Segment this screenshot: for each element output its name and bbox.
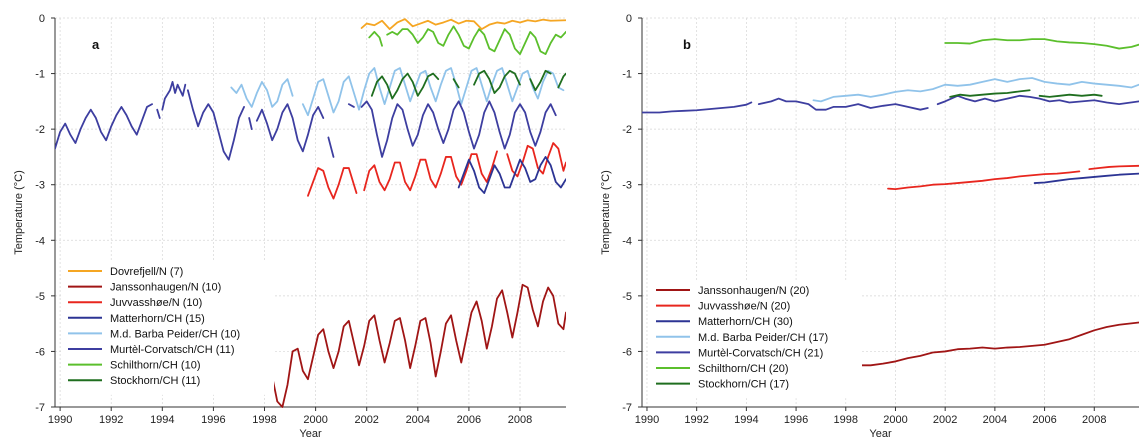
panel-a-legend-label-2: Juvvasshøe/N (10) bbox=[110, 297, 202, 309]
panel-b-legend-label-4: Murtèl-Corvatsch/CH (21) bbox=[698, 347, 823, 359]
panel-a-y-axis-title: Temperature (°C) bbox=[13, 170, 25, 254]
panel-a-x-tick-label-0: 1990 bbox=[48, 414, 72, 426]
panel-b-y-tick-label-3: -3 bbox=[622, 180, 632, 192]
panel-b-x-tick-label-2: 1994 bbox=[734, 414, 758, 426]
panel-a-legend-label-5: Murtèl-Corvatsch/CH (11) bbox=[110, 344, 235, 356]
panel-a-legend-label-0: Dovrefjell/N (7) bbox=[110, 266, 183, 278]
panel-a-series-5-segment-8 bbox=[360, 100, 557, 158]
panel-a-y-tick-label-7: -7 bbox=[35, 402, 45, 414]
panel-b-x-tick-label-8: 2006 bbox=[1032, 414, 1056, 426]
panel-a-series-4-segment-0 bbox=[230, 78, 294, 108]
panel-b-series-2-segment-0 bbox=[1033, 172, 1139, 184]
panel-a-legend-label-7: Stockhorn/CH (11) bbox=[110, 375, 200, 387]
panel-b-x-tick-label-6: 2002 bbox=[933, 414, 957, 426]
panel-b-y-tick-label-5: -5 bbox=[622, 291, 632, 303]
panel-a-series-5-segment-4 bbox=[248, 117, 253, 131]
panel-b-x-tick-label-5: 2000 bbox=[883, 414, 907, 426]
chart-panel-b: 1990 1992 1994 1996 1998 2000 2002 2004 2006 2008… bbox=[600, 13, 1139, 440]
panel-a-legend-label-6: Schilthorn/CH (10) bbox=[110, 360, 200, 372]
panel-a-series-2-segment-2 bbox=[506, 142, 566, 178]
panel-b-y-tick-label-2: -2 bbox=[622, 124, 632, 136]
panel-b-y-tick-label-4: -4 bbox=[622, 235, 632, 247]
panel-b-x-tick-label-7: 2004 bbox=[983, 414, 1007, 426]
panel-a-series-5-segment-0 bbox=[55, 103, 153, 150]
panel-a-series-0-segment-0 bbox=[360, 18, 566, 31]
panel-b-legend-label-2: Matterhorn/CH (30) bbox=[698, 316, 793, 328]
panel-a-legend-label-3: Matterhorn/CH (15) bbox=[110, 313, 205, 325]
chart-panel-a: 1990 1992 1994 1996 1998 2000 2002 2004 2006 2008… bbox=[13, 13, 566, 440]
panel-b-legend-label-5: Schilthorn/CH (20) bbox=[698, 363, 788, 375]
panel-a-series-5-segment-6 bbox=[327, 136, 335, 158]
panel-a-y-tick-label-1: -1 bbox=[35, 69, 45, 81]
panel-a-series-6-segment-0 bbox=[368, 30, 383, 47]
panel-b-x-axis-title: Year bbox=[869, 428, 892, 439]
panel-a-x-axis-title: Year bbox=[299, 428, 322, 439]
panel-b-x-tick-label-3: 1996 bbox=[784, 414, 808, 426]
panel-a-x-tick-label-7: 2004 bbox=[406, 414, 430, 426]
panel-a-series-1-segment-0 bbox=[271, 283, 566, 408]
panel-b-y-tick-label-7: -7 bbox=[622, 402, 632, 414]
panel-a-series-4-segment-1 bbox=[301, 67, 565, 117]
panel-a-series-3-segment-0 bbox=[457, 156, 566, 194]
panel-b-legend-label-0: Janssonhaugen/N (20) bbox=[698, 285, 809, 297]
panel-b-series-4-segment-1 bbox=[757, 97, 929, 111]
panel-a-series-5-segment-5 bbox=[255, 103, 325, 153]
panel-b-x-tick-label-4: 1998 bbox=[834, 414, 858, 426]
panel-a-series-7-segment-2 bbox=[473, 69, 521, 94]
panel-b-series-6-segment-1 bbox=[1038, 93, 1103, 98]
panel-b-legend-box bbox=[650, 281, 862, 399]
panel-a-y-tick-label-3: -3 bbox=[35, 180, 45, 192]
panel-b-letter: b bbox=[683, 37, 691, 52]
panel-a-series-group bbox=[55, 18, 566, 408]
panel-a-series-5-segment-2 bbox=[161, 81, 187, 111]
panel-a-series-7-segment-1 bbox=[452, 78, 460, 89]
panel-a-y-tick-label-5: -5 bbox=[35, 291, 45, 303]
panel-b-x-tick-label-1: 1992 bbox=[684, 414, 708, 426]
panel-a-y-tick-label-4: -4 bbox=[35, 235, 45, 247]
panel-b-legend-label-3: M.d. Barba Peider/CH (17) bbox=[698, 332, 828, 344]
panel-a-series-2-segment-1 bbox=[363, 150, 498, 192]
panel-a-x-tick-label-9: 2008 bbox=[508, 414, 532, 426]
panel-a-x-tick-label-8: 2006 bbox=[457, 414, 481, 426]
panel-b-y-axis-title: Temperature (°C) bbox=[600, 170, 612, 254]
panel-a-x-tick-label-1: 1992 bbox=[99, 414, 123, 426]
panel-a-series-2-segment-0 bbox=[307, 167, 358, 200]
panel-a-series-5-segment-3 bbox=[186, 89, 245, 161]
panel-a-letter: a bbox=[92, 37, 100, 52]
panel-b-series-group bbox=[642, 38, 1139, 367]
panel-b-x-tick-label-9: 2008 bbox=[1082, 414, 1106, 426]
panel-b-series-5-segment-0 bbox=[944, 38, 1139, 50]
panel-a-series-5-segment-7 bbox=[347, 103, 355, 108]
panel-b-series-6-segment-0 bbox=[949, 89, 1031, 98]
panel-b-series-3-segment-0 bbox=[812, 77, 1139, 103]
panel-b-series-0-segment-0 bbox=[844, 321, 1139, 367]
panel-a-series-5-segment-1 bbox=[156, 108, 161, 119]
panel-b-y-tick-label-0: 0 bbox=[626, 13, 632, 25]
panel-a-legend-label-4: M.d. Barba Peider/CH (10) bbox=[110, 328, 240, 340]
panel-a-x-tick-label-2: 1994 bbox=[150, 414, 174, 426]
panel-a-x-tick-label-5: 2000 bbox=[303, 414, 327, 426]
panel-b-series-1-segment-1 bbox=[1088, 164, 1139, 171]
panel-b-x-tick-label-0: 1990 bbox=[635, 414, 659, 426]
panel-a-y-tick-label-2: -2 bbox=[35, 124, 45, 136]
panel-a-x-tick-label-6: 2002 bbox=[354, 414, 378, 426]
panel-a-y-tick-label-6: -6 bbox=[35, 346, 45, 358]
panel-b-series-4-segment-2 bbox=[936, 94, 1139, 106]
panel-a-x-tick-label-4: 1998 bbox=[252, 414, 276, 426]
panel-a-series-6-segment-1 bbox=[386, 25, 566, 56]
panel-b-legend-label-6: Stockhorn/CH (17) bbox=[698, 379, 789, 391]
panel-b-series-4-segment-0 bbox=[642, 101, 753, 114]
panel-a-legend-box bbox=[62, 262, 274, 395]
panel-b-legend-label-1: Juvvasshøe/N (20) bbox=[698, 301, 790, 313]
panel-a-x-tick-label-3: 1996 bbox=[201, 414, 225, 426]
panel-b-y-tick-label-1: -1 bbox=[622, 69, 632, 81]
panel-a-series-7-segment-0 bbox=[370, 72, 440, 100]
panel-a-series-7-segment-4 bbox=[557, 72, 566, 89]
panel-a-y-tick-label-0: 0 bbox=[39, 13, 45, 25]
panel-b-y-tick-label-6: -6 bbox=[622, 346, 632, 358]
panel-b-series-1-segment-0 bbox=[887, 170, 1081, 191]
panel-a-series-7-segment-3 bbox=[529, 69, 552, 92]
panel-a-legend-label-1: Janssonhaugen/N (10) bbox=[110, 282, 221, 294]
